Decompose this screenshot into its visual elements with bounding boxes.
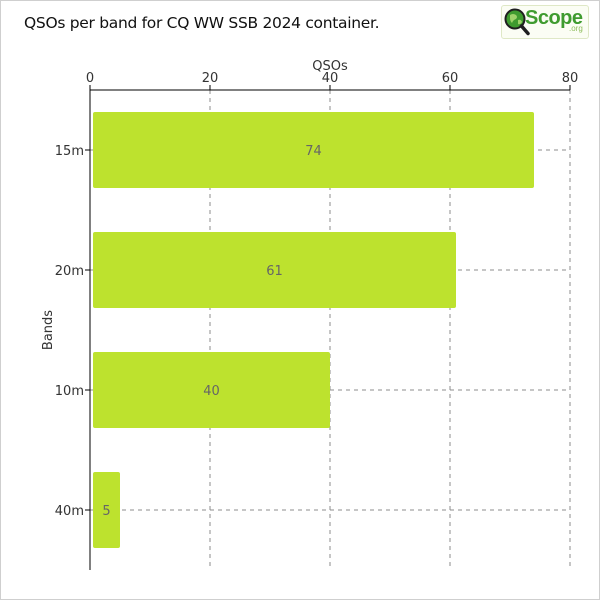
bars: 74 61 40 5	[93, 112, 534, 548]
x-tick-label: 40	[322, 71, 339, 86]
y-axis-title: Bands	[41, 310, 56, 350]
x-tick-label: 80	[562, 71, 579, 86]
chart-title: QSOs per band for CQ WW SSB 2024 contain…	[24, 14, 380, 32]
x-axis-title: QSOs	[312, 59, 348, 74]
x-tick-label: 20	[202, 71, 219, 86]
x-tick-label: 0	[86, 71, 94, 86]
y-tick-label: 40m	[55, 504, 84, 519]
bar-value-label: 61	[266, 264, 283, 279]
y-tick-label: 20m	[55, 264, 84, 279]
axes: 0 20 40 60 80 15m 20m 10m 40m	[55, 71, 578, 570]
y-tick-label: 15m	[55, 144, 84, 159]
bar-value-label: 74	[305, 144, 322, 159]
y-tick-label: 10m	[55, 384, 84, 399]
qscope-logo[interactable]: Scope .org	[501, 5, 589, 39]
bar-10m	[93, 352, 330, 428]
logo-suffix: .org	[569, 24, 583, 33]
bar-value-label: 40	[203, 384, 220, 399]
logo-wordmark: Scope	[525, 7, 583, 29]
bar-40m	[93, 472, 120, 548]
x-tick-label: 60	[442, 71, 459, 86]
bar-value-label: 5	[102, 504, 110, 519]
bar-20m	[93, 232, 456, 308]
globe-magnifier-icon	[504, 8, 530, 36]
bar-15m	[93, 112, 534, 188]
